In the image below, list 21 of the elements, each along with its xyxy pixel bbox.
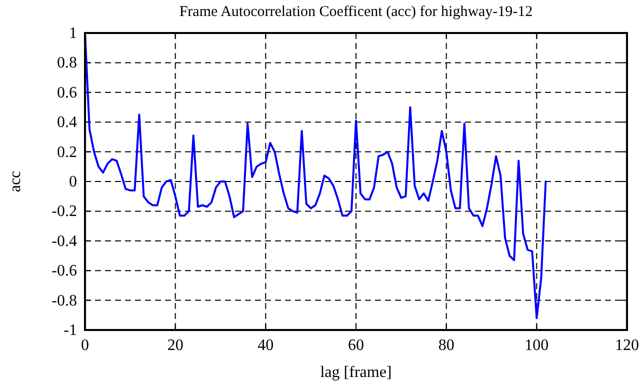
y-tick-label: 0.2 [57,144,77,161]
x-tick-label: 80 [438,337,454,354]
y-tick-label: 0.4 [57,114,77,132]
chart-title: Frame Autocorrelation Coefficent (acc) for highway-19-12 [179,4,533,20]
x-tick-label: 60 [348,337,364,354]
y-tick-label: -0.8 [52,292,77,310]
x-tick-label: 100 [524,337,549,354]
y-tick-label: 0.8 [57,54,77,72]
y-tick-label: -1 [64,322,77,339]
y-tick-label: -0.6 [52,262,77,280]
x-tick-label: 120 [615,337,639,354]
y-tick-label: 0 [69,174,77,190]
x-axis-title: lag [frame] [320,364,392,381]
y-tick-label: 1 [69,25,77,42]
y-tick-label: -0.2 [52,203,77,220]
y-tick-label: 0.6 [57,84,77,102]
x-tick-label: 40 [258,337,274,354]
y-axis-title: acc [7,170,24,192]
x-tick-label: 20 [167,337,184,354]
x-tick-label: 0 [81,337,89,354]
y-tick-label: -0.4 [52,232,77,250]
